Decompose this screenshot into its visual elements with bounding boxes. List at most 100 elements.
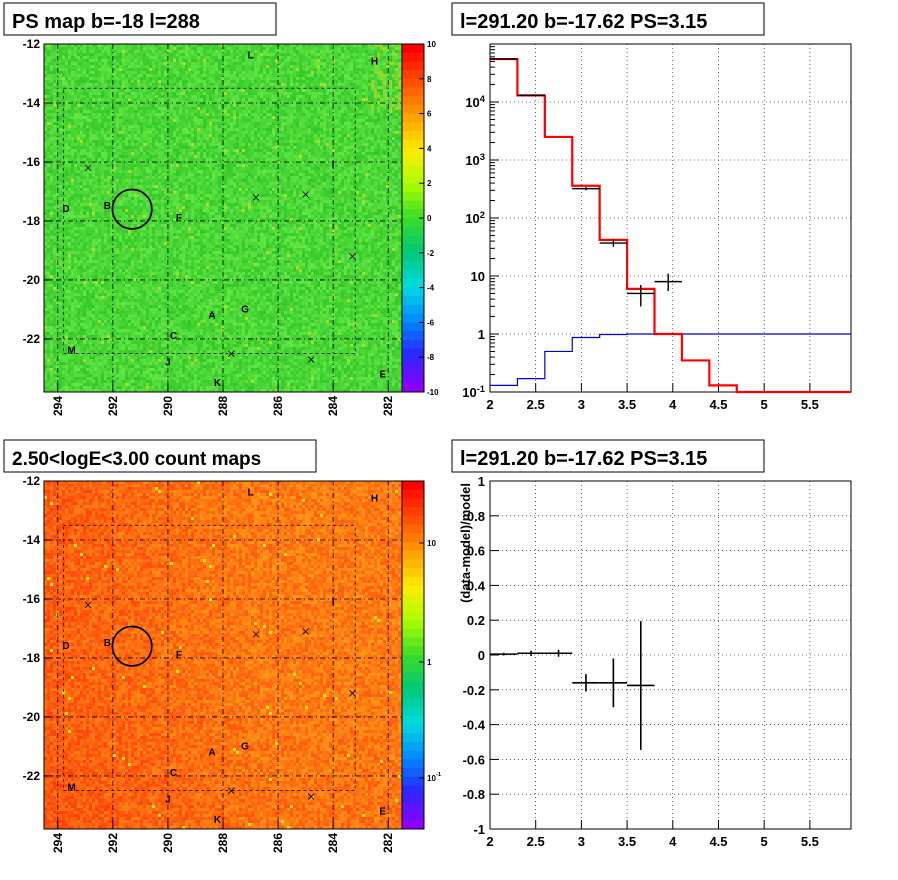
colorbar-cell [402,742,424,751]
colorbar-tick-label: 1 [427,658,432,667]
x-tick-label: 290 [161,396,175,416]
colorbar-cell [402,166,424,175]
source-label: M [67,346,75,357]
colorbar-cell [402,672,424,681]
y-tick-label: -20 [23,710,41,724]
ps_map-pixels [44,44,404,392]
colorbar-cell [402,279,424,288]
x-tick-label: 288 [216,396,230,416]
colorbar-tick-label: 8 [427,75,432,84]
colorbar-cell [402,725,424,734]
residual-point [627,621,654,750]
x-tick-label: 3 [578,834,585,849]
y-tick-label: -18 [23,214,41,228]
residual-point [572,674,599,691]
x-tick-label: 3.5 [618,834,636,849]
colorbar-cell [402,157,424,166]
colorbar-cell [402,131,424,140]
colorbar-cell [402,88,424,97]
y-tick-label: -12 [23,474,41,488]
source-label: C [170,768,177,779]
colorbar-cell [402,820,424,829]
source-label: D [62,204,69,215]
colorbar-cell [402,122,424,131]
source-label: A [208,747,215,758]
colorbar-cell [402,681,424,690]
count_map-colorbar: 10 1 10-1 [402,481,442,830]
colorbar-cell [402,183,424,192]
colorbar-tick-label: -6 [427,318,435,327]
y-tick-label: 0.2 [467,613,485,628]
colorbar-tick-label: 10 [427,40,436,49]
colorbar-cell [402,105,424,114]
source-label: L [247,488,253,499]
colorbar-tick-label: 2 [427,179,432,188]
colorbar-tick-label: 0 [427,214,432,223]
x-tick-label: 2.5 [527,834,545,849]
y-tick-label: -22 [23,332,41,346]
colorbar-cell [402,366,424,375]
colorbar-tick-label: -4 [427,284,435,293]
colorbar-cell [402,507,424,516]
x-tick-label: 286 [271,833,285,853]
x-tick-label: 288 [216,833,230,853]
source-label: G [241,304,249,315]
colorbar-cell [402,148,424,157]
colorbar-cell [402,314,424,323]
y-tick-label: -16 [23,592,41,606]
colorbar-cell [402,481,424,490]
colorbar-cell [402,751,424,760]
colorbar-cell [402,175,424,184]
source-label: C [170,331,177,342]
y-axis-label: (data-model)/model [458,483,473,603]
source-label: A [208,310,215,321]
colorbar-cell [402,349,424,358]
source-label: K [214,378,222,389]
x-tick-label: 2.5 [527,397,545,412]
colorbar-cell [402,253,424,262]
residual-point [600,658,627,707]
x-tick-label: 4.5 [709,834,727,849]
colorbar-cell [402,664,424,673]
colorbar-cell [402,803,424,812]
y-tick-label: -14 [23,533,41,547]
colorbar-cell [402,114,424,123]
colorbar-cell [402,96,424,105]
x-tick-label: 3.5 [618,397,636,412]
source-label: K [214,815,222,826]
colorbar-cell [402,559,424,568]
y-tick-label: 103 [465,152,485,168]
residual-grid [490,481,851,829]
x-tick-label: 294 [51,833,65,853]
colorbar-tick-label: -2 [427,249,435,258]
residual-title-text: l=291.20 b=-17.62 PS=3.15 [460,448,707,470]
colorbar-cell [402,699,424,708]
source-label: J [165,357,171,368]
ps-map-title-text: PS map b=-18 l=288 [12,11,200,33]
y-tick-label: 10 [471,269,485,284]
colorbar-tick-label: 10-1 [427,772,442,783]
colorbar-cell [402,209,424,218]
colorbar-cell [402,516,424,525]
y-tick-label: -18 [23,651,41,665]
colorbar-cell [402,620,424,629]
y-tick-label: -22 [23,769,41,783]
y-tick-label: 0 [478,648,485,663]
colorbar-cell [402,270,424,279]
residual-point [545,650,572,657]
colorbar-tick-label: -8 [427,353,435,362]
colorbar-cell [402,733,424,742]
count-map-title-text: 2.50<logE<3.00 count maps [12,449,261,470]
data-point [517,95,544,96]
background-model-line [490,334,851,385]
count_map-pixels [44,481,404,829]
source-label: H [371,494,378,505]
data-point [490,59,517,60]
colorbar-tick-label: 10 [427,539,436,548]
y-tick-label: -0.2 [463,683,485,698]
y-tick-label: -0.6 [463,752,485,767]
source-label: D [62,641,69,652]
colorbar-cell [402,70,424,79]
